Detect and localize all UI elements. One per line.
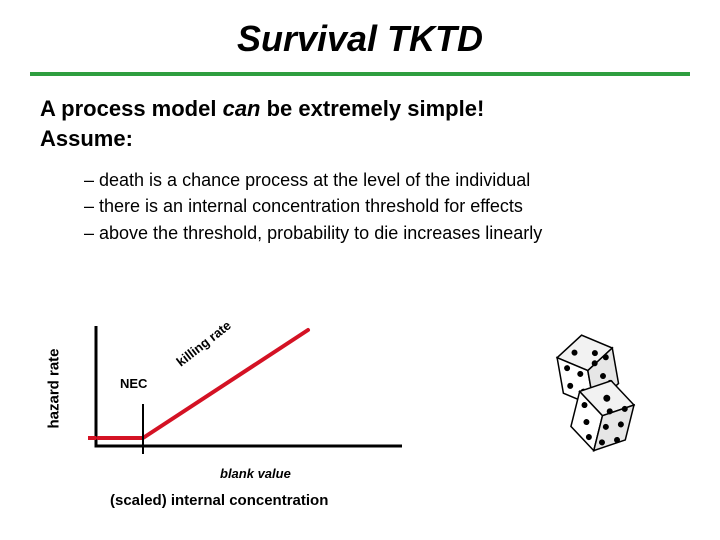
nec-label: NEC — [120, 376, 147, 391]
list-item: above the threshold, probability to die … — [84, 220, 680, 246]
x-axis-label: (scaled) internal concentration — [110, 492, 328, 509]
y-axis-label: hazard rate — [46, 329, 63, 449]
dice-icon — [520, 320, 660, 460]
list-item: there is an internal concentration thres… — [84, 193, 680, 219]
blank-value-label: blank value — [220, 466, 291, 481]
lead-line1a: A process model — [40, 96, 223, 121]
chart-svg — [68, 320, 408, 460]
bullet-list: death is a chance process at the level o… — [40, 153, 680, 245]
lead-emph: can — [223, 96, 261, 121]
lead-text: A process model can be extremely simple!… — [40, 94, 680, 153]
slide-body: A process model can be extremely simple!… — [0, 76, 720, 246]
lead-line2: Assume: — [40, 126, 133, 151]
slide-title: Survival TKTD — [0, 0, 720, 72]
list-item: death is a chance process at the level o… — [84, 167, 680, 193]
lead-line1b: be extremely simple! — [261, 96, 485, 121]
